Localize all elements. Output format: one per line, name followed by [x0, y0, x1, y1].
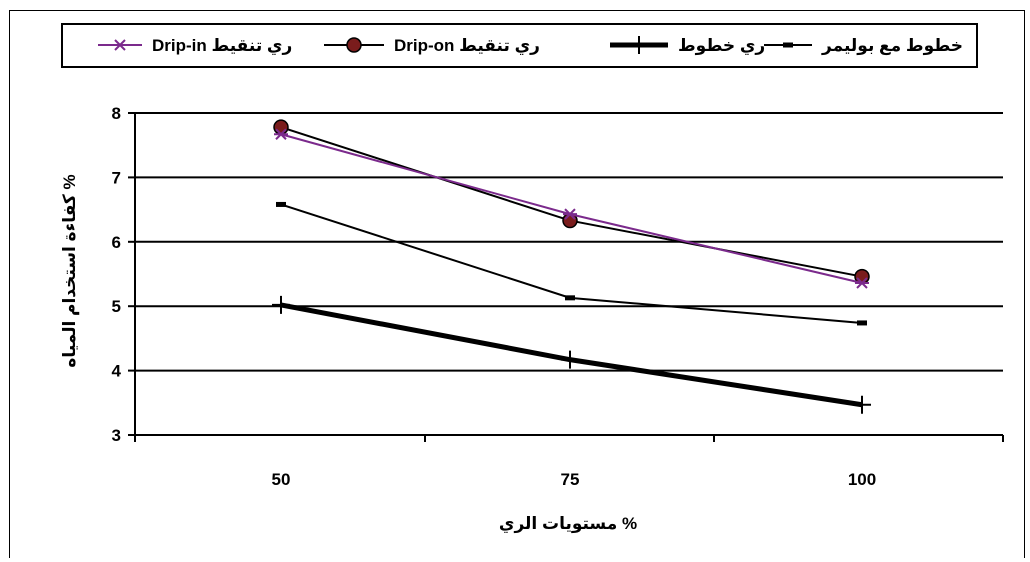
- point-marker: [853, 395, 871, 414]
- legend-item: ري خطوط: [610, 36, 765, 56]
- legend-label: ري خطوط: [678, 36, 765, 56]
- chart-frame: [9, 10, 1025, 558]
- y-tick-label: 3: [112, 426, 121, 445]
- axes: 3 4 5 6 7 8 50 75 100: [112, 104, 1004, 489]
- y-tick-label: 8: [112, 104, 121, 123]
- point-marker: [857, 320, 867, 326]
- point-marker: [346, 37, 362, 53]
- x-tick-label: 50: [272, 470, 291, 489]
- y-tick-label: 7: [112, 168, 121, 187]
- y-axis-title: كفاءة استخدام المياه %: [60, 174, 79, 367]
- legend-label: Drip-on ري تنقيط: [394, 36, 540, 56]
- y-tick-label: 5: [112, 297, 121, 316]
- point-marker: [272, 295, 290, 314]
- x-tick-label: 75: [561, 470, 580, 489]
- series-1: [274, 128, 869, 289]
- point-marker: [563, 208, 577, 220]
- legend-item: Drip-on ري تنقيط: [324, 36, 540, 56]
- series-line: [280, 126, 863, 278]
- legend-box: [61, 23, 978, 68]
- series-line: [280, 302, 863, 408]
- legend: Drip-in ري تنقيط Drip-on ري تنقيط ري خطوط خ…: [98, 36, 963, 56]
- y-tick-label: 6: [112, 233, 121, 252]
- y-tick-label: 4: [112, 362, 122, 381]
- legend-label: خطوط مع بوليمر: [821, 36, 963, 56]
- point-marker: [565, 295, 575, 301]
- series-2: [273, 119, 870, 285]
- x-tick-label: 100: [848, 470, 876, 489]
- point-marker: [113, 39, 127, 51]
- legend-item: Drip-in ري تنقيط: [98, 36, 292, 56]
- series-layer: [272, 119, 871, 414]
- point-marker: [855, 277, 869, 289]
- point-marker: [630, 36, 648, 54]
- x-axis-title: مستويات الري %: [499, 514, 637, 534]
- legend-label: Drip-in ري تنقيط: [152, 36, 292, 56]
- point-marker: [274, 128, 288, 140]
- legend-item: خطوط مع بوليمر: [764, 36, 963, 56]
- grid-lines: [135, 112, 1003, 372]
- point-marker: [276, 201, 286, 207]
- series-3: [272, 295, 871, 414]
- point-marker: [561, 350, 579, 369]
- point-marker: [273, 119, 289, 135]
- point-marker: [783, 42, 793, 48]
- series-4: [276, 201, 867, 326]
